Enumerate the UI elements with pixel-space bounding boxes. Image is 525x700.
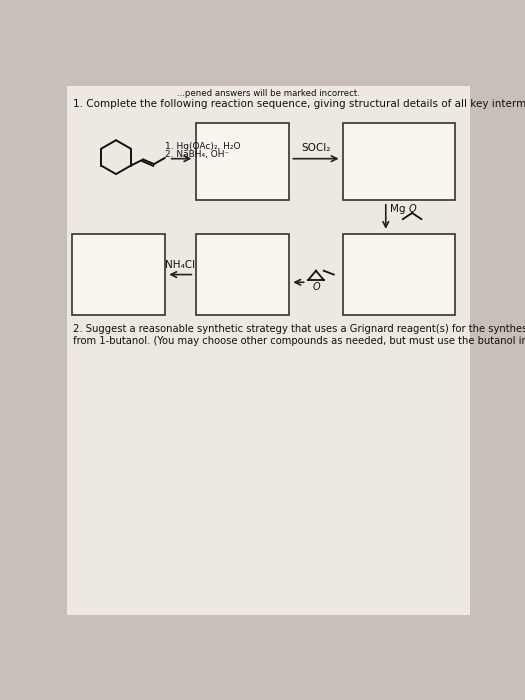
- Text: Mg: Mg: [390, 204, 405, 214]
- Bar: [196, 234, 289, 315]
- Text: O: O: [312, 281, 320, 291]
- Bar: [196, 122, 289, 199]
- Bar: [72, 234, 165, 315]
- Text: O: O: [408, 204, 416, 214]
- Text: ...pened answers will be marked incorrect.: ...pened answers will be marked incorrec…: [177, 90, 360, 99]
- Text: NH₄Cl: NH₄Cl: [165, 260, 195, 270]
- Text: 1. Complete the following reaction sequence, giving structural details of all ke: 1. Complete the following reaction seque…: [74, 99, 525, 108]
- Text: SOCl₂: SOCl₂: [301, 143, 331, 153]
- Text: 2. NaBH₄, OH⁻: 2. NaBH₄, OH⁻: [165, 150, 229, 159]
- Text: 1. Hg(OAc)₂, H₂O: 1. Hg(OAc)₂, H₂O: [165, 141, 240, 150]
- Bar: [343, 122, 456, 199]
- Text: 2. Suggest a reasonable synthetic strategy that uses a Grignard reagent(s) for t: 2. Suggest a reasonable synthetic strate…: [74, 324, 525, 346]
- Bar: [343, 234, 456, 315]
